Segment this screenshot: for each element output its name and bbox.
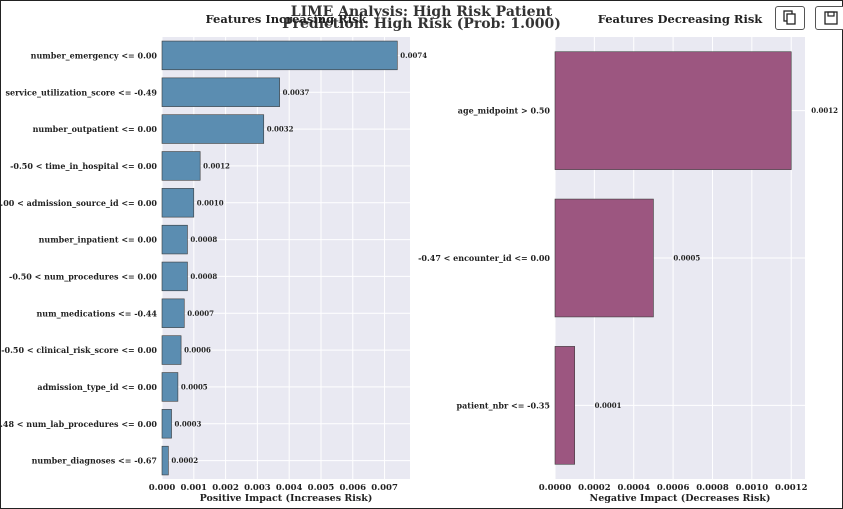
left-value-label: 0.0012: [203, 161, 230, 170]
right-bar[interactable]: [554, 51, 792, 170]
left-bar[interactable]: [161, 335, 182, 365]
right-value-label: 0.0001: [595, 401, 622, 410]
left-category-label: -0.50 < num_procedures <= 0.00: [9, 271, 157, 281]
right-xtick-label: 0.0006: [657, 483, 690, 493]
right-value-label: 0.0012: [811, 106, 838, 115]
left-category-label: number_emergency <= 0.00: [31, 50, 158, 60]
left-category-label: number_inpatient <= 0.00: [39, 235, 158, 245]
left-bar[interactable]: [161, 40, 398, 71]
left-xtick-label: 0.005: [308, 483, 335, 493]
suptitle-line1: LIME Analysis: High Risk Patient: [290, 4, 553, 20]
left-bar[interactable]: [161, 77, 280, 107]
left-value-label: 0.0008: [190, 272, 217, 281]
right-bar[interactable]: [554, 198, 654, 318]
left-value-label: 0.0002: [171, 456, 198, 465]
left-value-label: 0.0005: [181, 382, 208, 391]
right-category-label: patient_nbr <= -0.35: [456, 400, 550, 410]
save-button[interactable]: [815, 6, 843, 30]
left-category-label: number_diagnoses <= -0.67: [32, 456, 157, 466]
right-xtick-label: 0.0002: [578, 483, 611, 493]
left-bar[interactable]: [161, 372, 179, 402]
left-value-label: 0.0032: [267, 125, 294, 134]
save-icon: [824, 11, 838, 25]
left-category-label: service_utilization_score <= -0.49: [6, 87, 158, 97]
left-panel-title: Features Increasing Risk: [205, 12, 367, 26]
right-xtick-label: 0.0000: [539, 483, 572, 493]
left-xtick-label: 0.000: [149, 483, 176, 493]
right-xtick-label: 0.0010: [736, 483, 769, 493]
left-value-label: 0.0037: [283, 88, 310, 97]
left-value-label: 0.0010: [197, 198, 224, 207]
left-xtick-label: 0.006: [339, 483, 366, 493]
left-bar[interactable]: [161, 151, 201, 181]
left-value-label: 0.0006: [184, 346, 211, 355]
left-bar[interactable]: [161, 188, 195, 218]
left-value-label: 0.0074: [400, 51, 427, 60]
right-category-label: age_midpoint > 0.50: [458, 106, 551, 116]
right-xaxis-label: Negative Impact (Decreases Risk): [590, 493, 771, 504]
left-category-label: -1.00 < admission_source_id <= 0.00: [0, 198, 157, 208]
left-xaxis-label: Positive Impact (Increases Risk): [200, 493, 373, 504]
left-bar[interactable]: [161, 409, 172, 439]
left-bar[interactable]: [161, 224, 188, 255]
left-category-label: admission_type_id <= 0.00: [37, 382, 157, 392]
right-panel-title: Features Decreasing Risk: [597, 12, 763, 26]
left-plot-area: [162, 37, 410, 479]
left-xtick-label: 0.004: [276, 483, 303, 493]
right-xtick-label: 0.0004: [617, 483, 650, 493]
right-xtick-label: 0.0012: [775, 483, 808, 493]
left-value-label: 0.0003: [175, 419, 202, 428]
left-value-label: 0.0008: [190, 235, 217, 244]
left-category-label: num_medications <= -0.44: [36, 308, 157, 318]
left-xtick-label: 0.002: [212, 483, 239, 493]
left-value-label: 0.0007: [187, 309, 214, 318]
left-xtick-label: 0.003: [244, 483, 271, 493]
copy-icon: [783, 10, 796, 25]
left-category-label: -0.50 < time_in_hospital <= 0.00: [10, 161, 157, 171]
left-category-label: -0.48 < num_lab_procedures <= 0.00: [0, 419, 157, 429]
left-category-label: number_outpatient <= 0.00: [33, 124, 158, 134]
left-bar[interactable]: [161, 261, 188, 292]
right-bar[interactable]: [554, 346, 575, 465]
left-xtick-label: 0.001: [180, 483, 207, 493]
copy-button[interactable]: [775, 6, 805, 30]
left-category-label: -0.50 < clinical_risk_score <= 0.00: [1, 345, 157, 355]
left-xtick-label: 0.007: [371, 483, 398, 493]
left-bar[interactable]: [161, 445, 169, 476]
left-bar[interactable]: [161, 114, 265, 144]
right-category-label: -0.47 < encounter_id <= 0.00: [418, 253, 550, 263]
suptitle-line2: Prediction: High Risk (Prob: 1.000): [282, 16, 561, 32]
left-bar[interactable]: [161, 298, 185, 328]
right-xtick-label: 0.0008: [696, 483, 729, 493]
right-value-label: 0.0005: [673, 254, 700, 263]
